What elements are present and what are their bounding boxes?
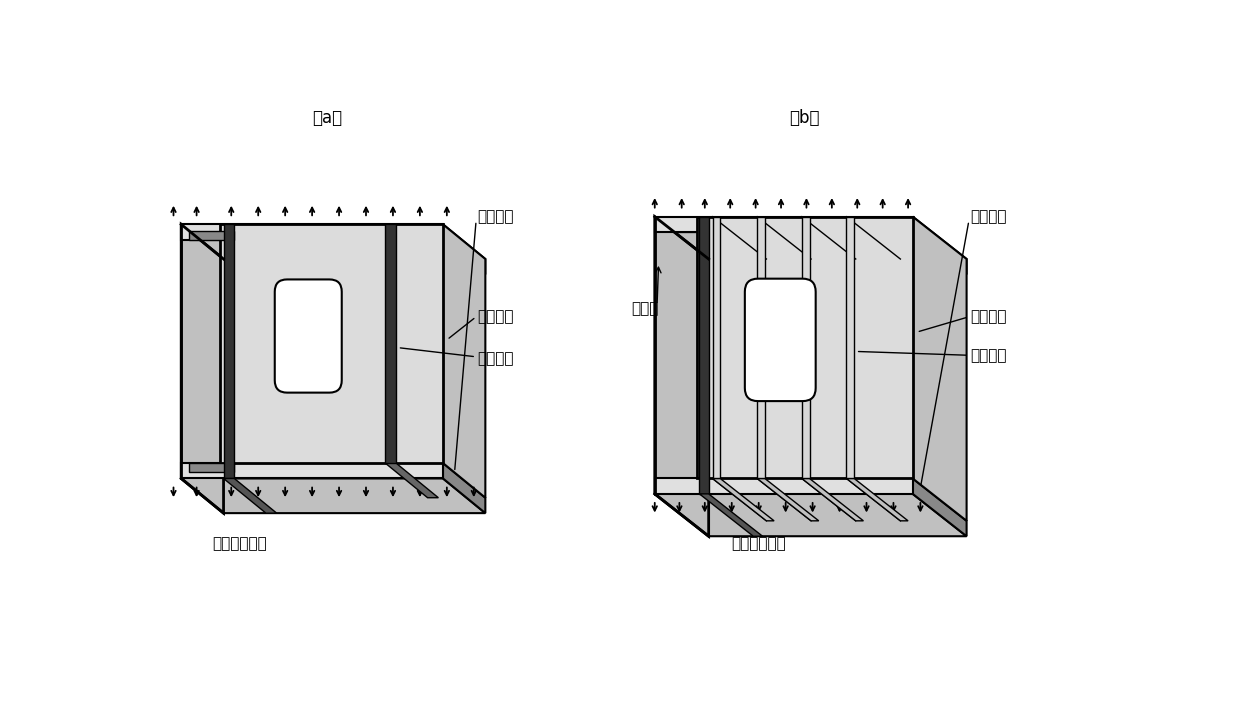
Polygon shape (913, 479, 967, 536)
Text: 横向隔板: 横向隔板 (477, 209, 515, 224)
Polygon shape (847, 217, 854, 479)
Polygon shape (713, 479, 774, 521)
Polygon shape (181, 479, 485, 513)
Polygon shape (699, 217, 708, 494)
Polygon shape (655, 479, 913, 494)
Text: 加劲板: 加劲板 (631, 302, 658, 317)
Text: （a）: （a） (312, 109, 342, 127)
Polygon shape (223, 225, 234, 479)
Text: 竖向隔板: 竖向隔板 (477, 352, 515, 366)
Polygon shape (802, 217, 810, 479)
Text: 横向隔板: 横向隔板 (971, 209, 1007, 224)
Polygon shape (802, 479, 863, 521)
Text: 竖向压力荷载: 竖向压力荷载 (212, 536, 267, 552)
Polygon shape (181, 225, 223, 513)
Polygon shape (188, 230, 234, 240)
Polygon shape (758, 479, 818, 521)
Polygon shape (655, 232, 967, 274)
Polygon shape (181, 240, 485, 274)
Polygon shape (699, 494, 763, 536)
Polygon shape (913, 217, 967, 521)
Polygon shape (219, 225, 443, 463)
Polygon shape (223, 479, 277, 513)
Polygon shape (697, 217, 913, 479)
Text: （b）: （b） (790, 109, 820, 127)
Polygon shape (655, 217, 913, 232)
Text: 桥塔壁板: 桥塔壁板 (971, 310, 1007, 324)
Polygon shape (443, 225, 485, 498)
Polygon shape (655, 494, 967, 536)
Polygon shape (913, 217, 967, 274)
Polygon shape (847, 479, 908, 521)
Polygon shape (713, 217, 720, 479)
Text: 竖向隔板: 竖向隔板 (971, 347, 1007, 363)
Text: 桥塔壁板: 桥塔壁板 (477, 310, 515, 324)
Polygon shape (181, 463, 443, 479)
Polygon shape (443, 225, 485, 274)
Polygon shape (386, 225, 396, 463)
Polygon shape (181, 225, 443, 240)
Polygon shape (443, 463, 485, 513)
Polygon shape (188, 463, 234, 472)
Polygon shape (655, 217, 708, 536)
FancyBboxPatch shape (275, 279, 342, 392)
Text: 竖向压力荷载: 竖向压力荷载 (732, 536, 786, 552)
Polygon shape (386, 463, 439, 498)
Polygon shape (758, 217, 765, 479)
FancyBboxPatch shape (745, 279, 816, 401)
